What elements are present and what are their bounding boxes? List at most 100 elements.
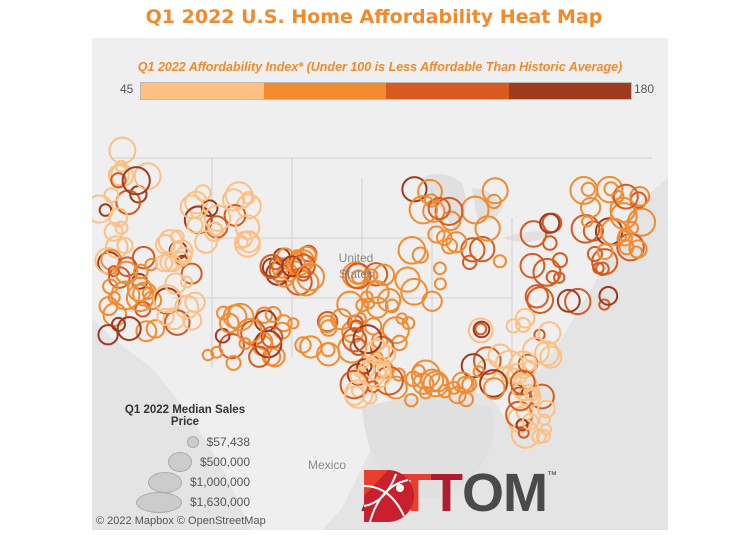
- market-circle[interactable]: [537, 321, 562, 345]
- market-circle[interactable]: [628, 239, 648, 259]
- market-circle[interactable]: [103, 187, 120, 204]
- market-circle[interactable]: [357, 358, 387, 388]
- market-circle[interactable]: [539, 212, 561, 234]
- market-circle[interactable]: [509, 369, 536, 396]
- market-circle[interactable]: [364, 338, 391, 366]
- market-circles[interactable]: [92, 136, 657, 449]
- market-circle[interactable]: [296, 262, 326, 292]
- market-circle[interactable]: [474, 215, 501, 242]
- market-circle[interactable]: [370, 337, 385, 352]
- market-circle[interactable]: [487, 343, 513, 369]
- market-circle[interactable]: [241, 190, 256, 205]
- market-circle[interactable]: [474, 322, 488, 336]
- market-circle[interactable]: [180, 275, 194, 289]
- market-circle[interactable]: [433, 261, 447, 276]
- market-circle[interactable]: [427, 196, 451, 221]
- market-circle[interactable]: [107, 164, 130, 187]
- market-circle[interactable]: [330, 308, 353, 331]
- market-circle[interactable]: [411, 246, 429, 264]
- market-circle[interactable]: [591, 248, 619, 276]
- market-circle[interactable]: [598, 286, 619, 306]
- market-circle[interactable]: [110, 172, 127, 189]
- market-circle[interactable]: [344, 262, 372, 290]
- market-circle[interactable]: [299, 335, 323, 359]
- market-circle[interactable]: [203, 204, 232, 232]
- market-circle[interactable]: [235, 193, 262, 220]
- heat-map[interactable]: Q1 2022 Affordability Index* (Under 100 …: [92, 38, 668, 530]
- market-circle[interactable]: [440, 210, 462, 232]
- market-circle[interactable]: [617, 228, 632, 242]
- market-circle[interactable]: [264, 306, 282, 323]
- market-circle[interactable]: [519, 220, 548, 248]
- market-circle[interactable]: [624, 220, 640, 236]
- market-circle[interactable]: [437, 384, 452, 399]
- market-circle[interactable]: [186, 216, 204, 234]
- market-circle[interactable]: [391, 367, 406, 382]
- market-circle[interactable]: [294, 336, 312, 354]
- market-circle[interactable]: [460, 353, 486, 379]
- market-circle[interactable]: [194, 230, 218, 254]
- market-circle[interactable]: [156, 307, 175, 326]
- market-circle[interactable]: [355, 298, 370, 313]
- market-circle[interactable]: [401, 316, 416, 331]
- market-circle[interactable]: [564, 287, 592, 316]
- market-circle[interactable]: [421, 290, 443, 312]
- market-circle[interactable]: [400, 277, 428, 306]
- market-circle[interactable]: [336, 290, 364, 318]
- market-circle[interactable]: [352, 324, 383, 355]
- market-circle[interactable]: [629, 186, 651, 207]
- market-circle[interactable]: [612, 183, 639, 210]
- market-circle[interactable]: [116, 316, 142, 342]
- market-circle[interactable]: [218, 312, 240, 334]
- market-circle[interactable]: [401, 176, 428, 203]
- market-circle[interactable]: [537, 399, 556, 419]
- market-circle[interactable]: [481, 177, 509, 205]
- market-circle[interactable]: [472, 346, 502, 375]
- market-circle[interactable]: [472, 365, 485, 378]
- market-circle[interactable]: [433, 277, 447, 291]
- market-circle[interactable]: [343, 379, 374, 409]
- market-circle[interactable]: [362, 354, 390, 381]
- market-circle[interactable]: [108, 207, 129, 228]
- market-circle[interactable]: [479, 368, 508, 398]
- market-circle[interactable]: [210, 345, 224, 359]
- market-circle[interactable]: [182, 310, 203, 331]
- market-circle[interactable]: [318, 314, 337, 334]
- market-circle[interactable]: [596, 175, 624, 204]
- market-circle[interactable]: [133, 263, 149, 280]
- market-circle[interactable]: [609, 196, 636, 224]
- market-circle[interactable]: [397, 235, 427, 265]
- market-circle[interactable]: [356, 358, 373, 375]
- map-credit[interactable]: © 2022 Mapbox © OpenStreetMap: [96, 515, 266, 527]
- market-circle[interactable]: [145, 319, 166, 339]
- market-circle[interactable]: [458, 391, 475, 408]
- market-circle[interactable]: [492, 254, 507, 269]
- market-circle[interactable]: [556, 288, 581, 313]
- market-circle[interactable]: [164, 309, 191, 336]
- market-circle[interactable]: [514, 307, 536, 329]
- market-circle[interactable]: [164, 254, 182, 273]
- market-circle[interactable]: [200, 199, 219, 218]
- market-circle[interactable]: [170, 229, 185, 244]
- market-circle[interactable]: [540, 423, 553, 436]
- market-circle[interactable]: [114, 260, 139, 285]
- market-circle[interactable]: [121, 166, 151, 196]
- market-circle[interactable]: [539, 345, 563, 369]
- market-circle[interactable]: [97, 324, 119, 346]
- market-circle[interactable]: [446, 380, 461, 395]
- market-circle[interactable]: [381, 316, 410, 345]
- market-circle[interactable]: [287, 317, 300, 330]
- market-circle[interactable]: [408, 195, 438, 225]
- market-circle[interactable]: [445, 231, 468, 254]
- market-circle[interactable]: [404, 393, 419, 408]
- market-circle[interactable]: [508, 350, 538, 379]
- market-circle[interactable]: [221, 188, 246, 212]
- market-circle[interactable]: [534, 340, 560, 367]
- market-circle[interactable]: [207, 221, 223, 237]
- market-circle[interactable]: [98, 203, 113, 217]
- market-circle[interactable]: [545, 270, 560, 285]
- market-circle[interactable]: [259, 253, 285, 280]
- market-circle[interactable]: [102, 278, 119, 295]
- market-circle[interactable]: [372, 263, 396, 287]
- market-circle[interactable]: [154, 254, 174, 273]
